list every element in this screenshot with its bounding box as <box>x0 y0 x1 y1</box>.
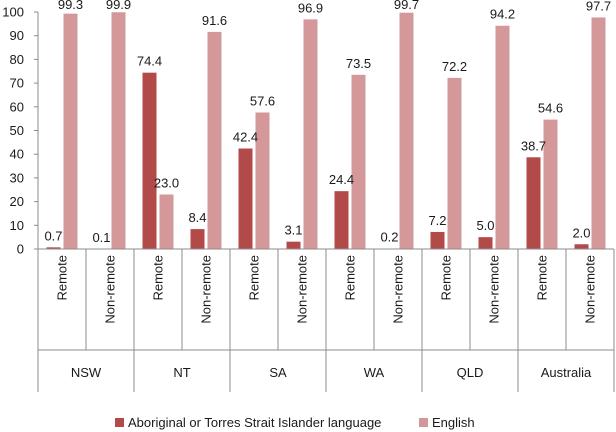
group-label: Australia <box>541 365 592 380</box>
data-label: 42.4 <box>233 130 258 145</box>
bar <box>543 119 558 250</box>
bar <box>334 191 349 249</box>
legend: Aboriginal or Torres Strait Islander lan… <box>115 415 475 430</box>
group-label: SA <box>269 365 287 380</box>
data-label: 23.0 <box>154 175 179 190</box>
y-tick-label: 0 <box>17 242 24 257</box>
data-label: 38.7 <box>521 138 546 153</box>
data-label: 57.6 <box>250 93 275 108</box>
y-tick-label: 60 <box>10 99 24 114</box>
x-tick-label: Non-remote <box>487 255 502 324</box>
bar <box>63 13 78 250</box>
legend-swatch-series-1 <box>115 418 124 427</box>
x-axis: Remote Non-remote Remote Non-remote Remote No… <box>37 248 615 392</box>
y-tick-label: 40 <box>10 147 24 162</box>
y-tick-label: 30 <box>10 170 24 185</box>
bar <box>238 148 253 249</box>
bar <box>430 231 445 249</box>
data-label: 24.4 <box>329 172 354 187</box>
data-label: 54.6 <box>538 101 563 116</box>
bar <box>303 19 318 249</box>
data-label: 74.4 <box>137 54 162 69</box>
y-tick-label: 20 <box>10 194 24 209</box>
y-tick-label: 50 <box>10 123 24 138</box>
y-tick-label: 80 <box>10 52 24 67</box>
data-label: 7.2 <box>428 213 446 228</box>
data-label: 0.7 <box>44 228 62 243</box>
bar <box>46 247 61 249</box>
data-label: 0.1 <box>92 230 110 245</box>
y-tick-label: 70 <box>10 76 24 91</box>
bar <box>399 12 414 250</box>
y-tick-label: 100 <box>2 5 24 20</box>
bar <box>447 77 462 249</box>
data-label: 99.9 <box>106 0 131 12</box>
group-label: WA <box>364 365 385 380</box>
x-tick-label: Remote <box>343 255 358 301</box>
data-label: 5.0 <box>476 218 494 233</box>
data-label: 94.2 <box>490 7 515 22</box>
group-label: NT <box>173 365 190 380</box>
data-label: 0.2 <box>380 230 398 245</box>
x-tick-label: Non-remote <box>199 255 214 324</box>
y-tick-label: 90 <box>10 28 24 43</box>
bar <box>286 241 301 249</box>
bar <box>591 17 606 249</box>
legend-label-series-1: Aboriginal or Torres Strait Islander lan… <box>128 415 381 430</box>
y-axis: 0 10 20 30 40 50 60 70 80 90 100 <box>2 5 39 257</box>
data-label: 2.0 <box>572 225 590 240</box>
x-tick-label: Non-remote <box>103 255 118 324</box>
legend-swatch-series-2 <box>419 418 428 427</box>
legend-label-series-2: English <box>432 415 475 430</box>
bar <box>190 229 205 249</box>
group-label: QLD <box>457 365 484 380</box>
data-label: 72.2 <box>442 59 467 74</box>
bar <box>111 12 126 249</box>
bar <box>574 244 589 249</box>
x-tick-label: Non-remote <box>295 255 310 324</box>
data-label: 99.7 <box>394 0 419 12</box>
data-label: 96.9 <box>298 0 323 15</box>
bar <box>478 237 493 249</box>
data-label: 99.3 <box>58 0 83 12</box>
data-label: 8.4 <box>188 210 206 225</box>
data-label: 3.1 <box>284 223 302 238</box>
data-label: 73.5 <box>346 56 371 71</box>
bar <box>255 112 270 249</box>
bar <box>142 72 157 249</box>
bar <box>207 31 222 249</box>
x-tick-label: Remote <box>55 255 70 301</box>
data-label: 91.6 <box>202 13 227 28</box>
x-tick-label: Remote <box>151 255 166 301</box>
x-tick-label: Remote <box>439 255 454 301</box>
y-tick-label: 10 <box>10 218 24 233</box>
group-label: NSW <box>71 365 102 380</box>
x-tick-label: Non-remote <box>583 255 598 324</box>
bars <box>46 12 606 250</box>
bar <box>526 157 541 249</box>
x-tick-label: Remote <box>247 255 262 301</box>
bar <box>351 74 366 250</box>
bar <box>159 194 174 249</box>
x-tick-label: Remote <box>535 255 550 301</box>
x-tick-label: Non-remote <box>391 255 406 324</box>
data-labels: 0.7 99.3 0.1 99.9 74.4 23.0 8.4 91.6 42.4 57.6 3.1… <box>44 0 611 245</box>
bar <box>495 25 510 249</box>
data-label: 97.7 <box>586 0 611 13</box>
